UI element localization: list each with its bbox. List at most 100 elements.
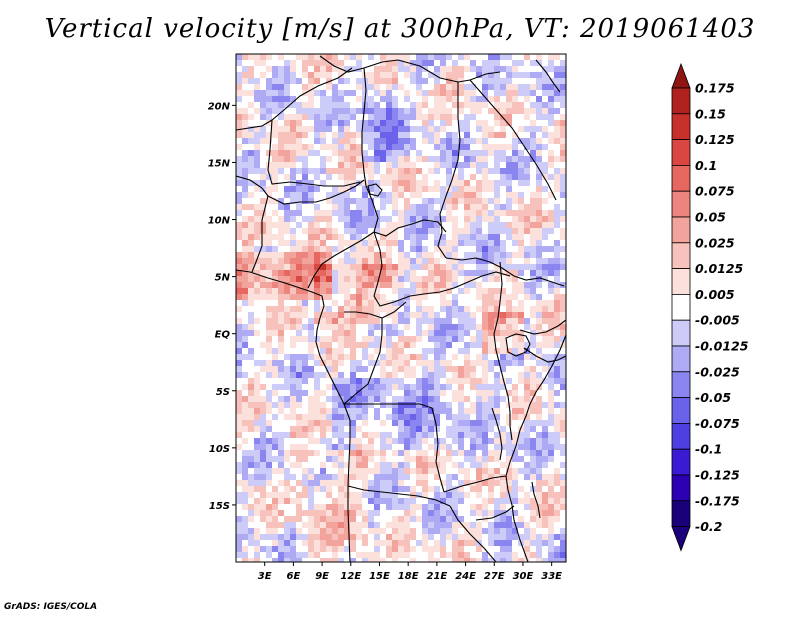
field-cell xyxy=(242,270,249,277)
field-cell xyxy=(482,294,489,301)
field-cell xyxy=(524,552,531,559)
field-cell xyxy=(302,84,309,91)
field-cell xyxy=(542,360,549,367)
field-cell xyxy=(284,534,291,541)
field-cell xyxy=(392,300,399,307)
field-cell xyxy=(428,54,435,61)
field-cell xyxy=(494,408,501,415)
field-cell xyxy=(254,126,261,133)
field-cell xyxy=(344,252,351,259)
field-cell xyxy=(290,258,297,265)
field-cell xyxy=(266,324,273,331)
field-cell xyxy=(356,108,363,115)
field-cell xyxy=(500,552,507,559)
field-cell xyxy=(416,456,423,463)
field-cell xyxy=(458,288,465,295)
field-cell xyxy=(356,426,363,433)
field-cell xyxy=(242,558,249,562)
field-cell xyxy=(548,90,555,97)
field-cell xyxy=(422,114,429,121)
field-cell xyxy=(284,456,291,463)
field-cell xyxy=(296,84,303,91)
field-cell xyxy=(248,330,255,337)
field-cell xyxy=(524,204,531,211)
field-cell xyxy=(278,558,285,562)
field-cell xyxy=(350,552,357,559)
field-cell xyxy=(506,456,513,463)
field-cell xyxy=(308,294,315,301)
field-cell xyxy=(470,282,477,289)
field-cell xyxy=(440,498,447,505)
field-cell xyxy=(476,282,483,289)
field-cell xyxy=(248,54,255,61)
field-cell xyxy=(476,186,483,193)
field-cell xyxy=(464,378,471,385)
field-cell xyxy=(506,450,513,457)
field-cell xyxy=(422,354,429,361)
field-cell xyxy=(314,234,321,241)
field-cell xyxy=(476,66,483,73)
field-cell xyxy=(368,156,375,163)
field-cell xyxy=(482,96,489,103)
field-cell xyxy=(506,324,513,331)
field-cell xyxy=(332,66,339,73)
field-cell xyxy=(272,552,279,559)
field-cell xyxy=(560,480,566,487)
field-cell xyxy=(512,276,519,283)
border-5 xyxy=(361,67,379,233)
field-cell xyxy=(326,168,333,175)
field-cell xyxy=(494,486,501,493)
field-cell xyxy=(302,258,309,265)
field-cell xyxy=(410,516,417,523)
field-cell xyxy=(524,240,531,247)
field-cell xyxy=(242,522,249,529)
field-cell xyxy=(488,540,495,547)
field-cell xyxy=(416,222,423,229)
field-cell xyxy=(314,462,321,469)
field-cell xyxy=(464,198,471,205)
field-cell xyxy=(320,396,327,403)
field-cell xyxy=(476,534,483,541)
field-cell xyxy=(386,462,393,469)
field-cell xyxy=(338,504,345,511)
field-cell xyxy=(500,306,507,313)
field-cell xyxy=(452,540,459,547)
field-cell xyxy=(374,204,381,211)
x-tick-label: 30E xyxy=(513,571,534,582)
field-cell xyxy=(476,546,483,553)
field-cell xyxy=(368,180,375,187)
field-cell xyxy=(338,258,345,265)
field-cell xyxy=(272,312,279,319)
field-cell xyxy=(554,330,561,337)
field-cell xyxy=(398,540,405,547)
colorbar-swatch xyxy=(671,216,691,244)
field-cell xyxy=(272,240,279,247)
field-cell xyxy=(518,294,525,301)
field-cell xyxy=(356,498,363,505)
field-cell xyxy=(314,498,321,505)
field-cell xyxy=(284,300,291,307)
field-cell xyxy=(494,204,501,211)
field-cell xyxy=(314,132,321,139)
field-cell xyxy=(278,540,285,547)
field-cell xyxy=(386,228,393,235)
field-cell xyxy=(314,72,321,79)
field-cell xyxy=(332,168,339,175)
field-cell xyxy=(548,510,555,517)
field-cell xyxy=(338,348,345,355)
field-cell xyxy=(470,288,477,295)
field-cell xyxy=(326,252,333,259)
field-cell xyxy=(326,534,333,541)
field-cell xyxy=(272,228,279,235)
field-cell xyxy=(458,456,465,463)
field-cell xyxy=(332,546,339,553)
field-cell xyxy=(362,444,369,451)
field-cell xyxy=(470,354,477,361)
field-cell xyxy=(314,96,321,103)
field-cell xyxy=(512,96,519,103)
field-cell xyxy=(488,300,495,307)
field-cell xyxy=(296,102,303,109)
field-cell xyxy=(446,132,453,139)
field-cell xyxy=(266,276,273,283)
field-cell xyxy=(284,462,291,469)
